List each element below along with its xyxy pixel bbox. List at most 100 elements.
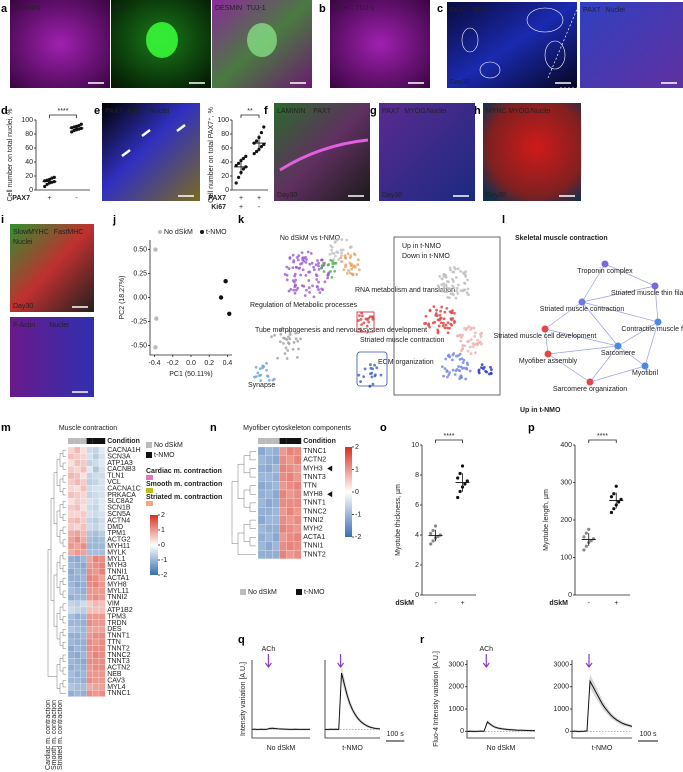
data-point: [617, 500, 621, 504]
network-node: [304, 261, 308, 264]
arrow: [121, 149, 131, 157]
heatmap-cell: [86, 453, 93, 460]
sig-bracket: [240, 114, 260, 118]
network-node: [449, 322, 453, 326]
heatmap-cell: [92, 504, 100, 512]
data-point: [244, 154, 248, 158]
network-node: [256, 371, 260, 375]
data-point: [79, 122, 83, 126]
network-node: [285, 338, 289, 341]
axis: [324, 660, 380, 739]
stain-label: DESMIN: [215, 5, 242, 12]
heatmap-cell: [80, 600, 87, 608]
condition-cell: [68, 438, 75, 444]
network-node: [287, 267, 291, 271]
network-node: [443, 290, 447, 294]
dendrogram: [249, 485, 256, 495]
condition-cell: [86, 438, 93, 444]
network-node: [448, 310, 452, 314]
heatmap-cell: [86, 606, 93, 614]
stain-label: TUJ-1: [247, 5, 266, 12]
network-node: [345, 238, 349, 242]
data-point: [241, 167, 245, 171]
heatmap-cell: [80, 690, 87, 697]
x-axis-label: PC1 (50.11%): [169, 371, 212, 378]
network-node: [330, 248, 333, 252]
heatmap-cell: [86, 632, 93, 640]
colorbar-label: -2: [355, 534, 361, 541]
network-node: [433, 320, 437, 324]
legend-label: t-NMO: [154, 452, 175, 459]
network-node: [288, 337, 292, 341]
heatmap-cell: [98, 491, 106, 499]
heatmap-cell: [80, 517, 87, 524]
network-node: [285, 273, 289, 277]
heatmap-title: Myofiber cytoskeleton components: [243, 425, 351, 432]
network-edge: [617, 321, 659, 347]
heatmap-cell: [74, 453, 81, 460]
network-node: [366, 318, 369, 322]
network-node: [331, 265, 335, 269]
heatmap-cell: [293, 455, 302, 465]
heatmap-title: Muscle contraction: [59, 425, 117, 432]
annotation-column-label: Striated m. contraction: [57, 700, 64, 770]
y-tick-label: 40: [25, 159, 33, 166]
heatmap-cell: [80, 485, 87, 492]
network-node: [445, 280, 449, 283]
micrograph: [10, 224, 94, 312]
network-node: [442, 287, 446, 291]
network-node: [439, 309, 442, 313]
data-point: [460, 464, 465, 468]
network-node: [463, 272, 466, 276]
heatmap-cell: [98, 664, 106, 672]
network-node: [360, 311, 364, 315]
network-node: [456, 267, 460, 271]
heatmap-cell: [92, 466, 100, 473]
y-axis-label: Cell number on total nuclei, %: [7, 109, 14, 202]
network-edge: [589, 345, 619, 383]
data-point: [429, 542, 433, 546]
network-node: [322, 270, 326, 273]
legend-swatch: [146, 442, 152, 448]
network-node: [436, 328, 440, 332]
heatmap-cell: [74, 574, 81, 582]
gene-label: CAV3: [107, 677, 125, 684]
heatmap-cell: [265, 498, 273, 508]
heatmap-cell: [286, 515, 295, 525]
heatmap-cell: [98, 619, 106, 627]
network-node: [455, 289, 458, 293]
heatmap-cell: [80, 568, 87, 576]
dendrogram: [62, 501, 66, 508]
condition-label: t-NMO: [342, 745, 363, 752]
heatmap-cell: [257, 481, 266, 491]
heatmap-cell: [257, 532, 266, 542]
network-node: [445, 307, 449, 310]
data-point: [50, 176, 54, 180]
network-edge: [544, 328, 619, 347]
network-node: [461, 333, 464, 337]
dendrogram: [62, 539, 66, 547]
heatmap-cell: [86, 600, 93, 608]
network-node: [299, 273, 303, 277]
network-node: [342, 268, 346, 272]
heatmap-cell: [98, 536, 106, 544]
network-node: [335, 238, 339, 242]
heatmap-cell: [74, 581, 81, 588]
gene-label: MYH11: [107, 543, 130, 550]
network-node: [463, 288, 467, 292]
arrow: [176, 124, 186, 132]
network-node: [424, 314, 428, 318]
network-node: [444, 357, 448, 361]
heatmap-cell: [86, 626, 93, 633]
network-node: [473, 351, 477, 355]
y-tick-label: 400: [560, 442, 572, 449]
network-node: [641, 362, 649, 370]
network-node: [305, 288, 308, 292]
network-node: [320, 266, 323, 270]
heatmap-cell: [272, 550, 280, 559]
node-label: Contractile muscle fiber: [621, 326, 683, 333]
dendrogram: [62, 629, 66, 636]
gene-label: TPM1: [107, 530, 126, 537]
condition-label: Condition: [303, 438, 336, 445]
data-point: [154, 316, 159, 321]
